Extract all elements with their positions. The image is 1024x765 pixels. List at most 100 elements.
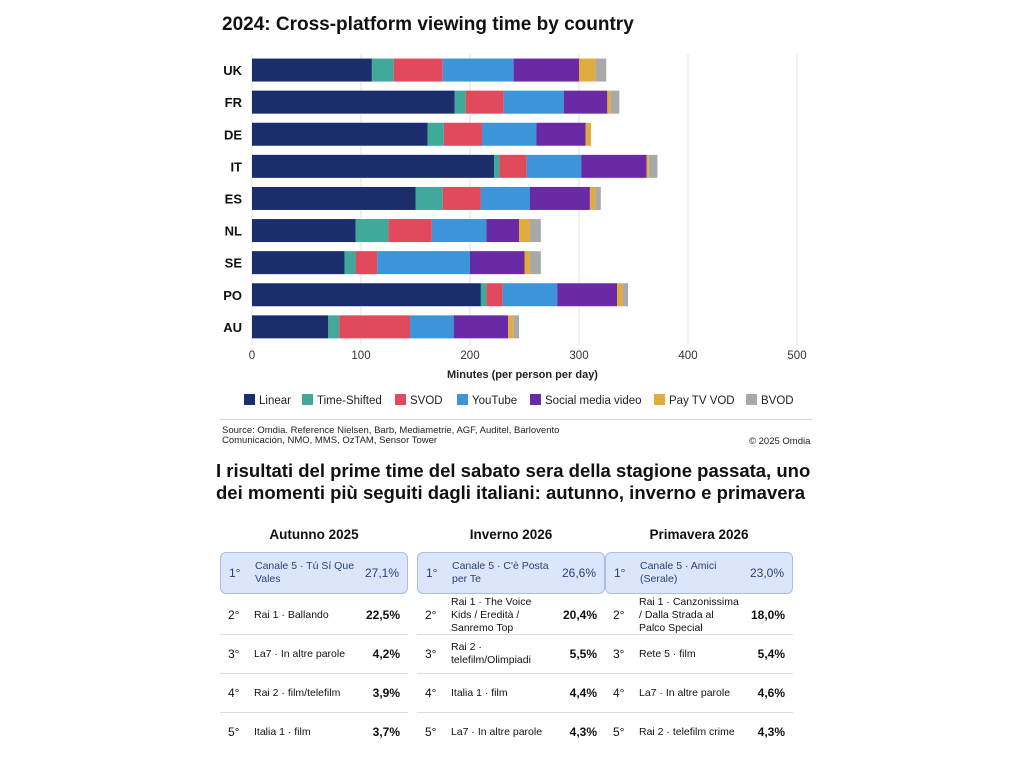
bar-segment: [470, 251, 525, 275]
legend-label: Linear: [259, 395, 291, 407]
legend-label: YouTube: [472, 395, 517, 407]
rank: 4°: [228, 686, 240, 700]
share: 4,3%: [569, 725, 597, 739]
bar-segment: [377, 251, 470, 275]
bar-segment: [355, 219, 389, 243]
legend-swatch: [457, 394, 468, 405]
bar-segment: [529, 186, 590, 210]
rank: 4°: [425, 686, 437, 700]
bar-segment: [513, 58, 579, 82]
ranking-row: 2° Rai 1 · The Voice Kids / Eredità / Sa…: [417, 596, 605, 635]
program: Italia 1 · film: [451, 686, 508, 699]
bar-segment: [393, 58, 443, 82]
bar-segment: [622, 283, 629, 307]
bar-segment: [252, 219, 356, 243]
season-title: Inverno 2026: [469, 527, 553, 542]
bar-segment: [465, 90, 504, 114]
program: Rai 1 · Canzonissima / Dalla Strada al P…: [639, 595, 739, 634]
bar-segment: [252, 154, 494, 178]
rank: 5°: [228, 725, 240, 739]
bar-segment: [610, 90, 620, 114]
chart-title: 2024: Cross-platform viewing time by cou…: [222, 14, 634, 35]
program: Italia 1 · film: [254, 725, 311, 738]
share: 22,5%: [365, 608, 400, 622]
rank: 1°: [614, 566, 626, 580]
program: Canale 5 · Tú Sí Que Vales: [255, 560, 355, 585]
bar-segment: [480, 283, 487, 307]
share: 4,4%: [569, 686, 597, 700]
ranking-row: 4° Rai 2 · film/telefilm 3,9%: [220, 674, 408, 713]
bar-segment: [427, 122, 444, 146]
bar-segment: [646, 154, 649, 178]
bar-segment: [252, 315, 329, 339]
legend-label: BVOD: [761, 395, 794, 407]
program: Canale 5 · Amici (Serale): [640, 560, 717, 585]
bar-segment: [563, 90, 608, 114]
bar-segment: [648, 154, 658, 178]
bar-segment: [589, 186, 596, 210]
program: Rai 2 · telefilm crime: [639, 725, 735, 738]
rank: 2°: [613, 608, 625, 622]
ranking-row: 2° Rai 1 · Ballando 22,5%: [220, 596, 408, 635]
program: Canale 5 · C'è Posta per Te: [452, 560, 549, 585]
bar-segment: [486, 219, 520, 243]
bar-segment: [415, 186, 443, 210]
bar-segment: [529, 219, 541, 243]
bar-segment: [508, 315, 514, 339]
rank: 3°: [228, 647, 240, 661]
bar-segment: [252, 122, 428, 146]
x-tick-label: 300: [569, 350, 588, 362]
bar-segment: [328, 315, 340, 339]
bar-segment: [252, 283, 481, 307]
bar-segment: [252, 186, 416, 210]
bar-segment: [493, 154, 500, 178]
program: Rai 1 · The Voice Kids / Eredità / Sanre…: [451, 595, 532, 634]
bar-segment: [442, 186, 481, 210]
ranking-row: 3° Rete 5 · film 5,4%: [605, 635, 793, 674]
program: Rai 2 · film/telefilm: [254, 686, 341, 699]
copyright: © 2025 Omdia: [749, 436, 811, 447]
bar-segment: [579, 58, 596, 82]
rank: 2°: [228, 608, 240, 622]
bar-segment: [595, 58, 607, 82]
rank: 1°: [426, 566, 438, 580]
rank: 4°: [613, 686, 625, 700]
share: 18,0%: [750, 608, 785, 622]
x-tick-label: 100: [351, 350, 370, 362]
rank: 3°: [613, 647, 625, 661]
program: La7 · In altre parole: [451, 725, 543, 738]
rank: 5°: [613, 725, 625, 739]
bar-segment: [431, 219, 487, 243]
ranking-row: 3° La7 · In altre parole 4,2%: [220, 635, 408, 674]
x-axis-label: Minutes (per person per day): [447, 369, 598, 381]
bar-segment: [617, 283, 623, 307]
bar-segment: [410, 315, 454, 339]
legend-label: Pay TV VOD: [669, 395, 735, 407]
y-tick-label: FR: [225, 95, 243, 110]
bar-segment: [557, 283, 618, 307]
legend-swatch: [746, 394, 757, 405]
legend-label: Social media video: [545, 395, 642, 407]
ranking-row: 5° Italia 1 · film 3,7%: [220, 713, 408, 751]
bar-segment: [481, 122, 537, 146]
share: 3,9%: [372, 686, 400, 700]
bar-segment: [513, 315, 520, 339]
bar-segment: [486, 283, 503, 307]
program: Rete 5 · film: [639, 647, 696, 660]
season-column-winter: Inverno 2026 1° Canale 5 · C'è Posta per…: [417, 516, 605, 751]
bar-segment: [355, 251, 378, 275]
legend-label: Time-Shifted: [317, 395, 382, 407]
bar-segment: [252, 251, 345, 275]
y-tick-label: SE: [225, 256, 243, 271]
ranking-row: 1° Canale 5 · Amici (Serale) 23,0%: [605, 552, 793, 594]
bar-segment: [252, 58, 372, 82]
bar-segment: [371, 58, 394, 82]
bar-segment: [526, 154, 582, 178]
rank: 3°: [425, 647, 437, 661]
program: La7 · In altre parole: [254, 647, 346, 660]
season-title: Autunno 2025: [269, 527, 359, 542]
legend-label: SVOD: [410, 395, 443, 407]
x-tick-label: 400: [678, 350, 697, 362]
bar-segment: [344, 251, 356, 275]
divider: [220, 419, 812, 420]
